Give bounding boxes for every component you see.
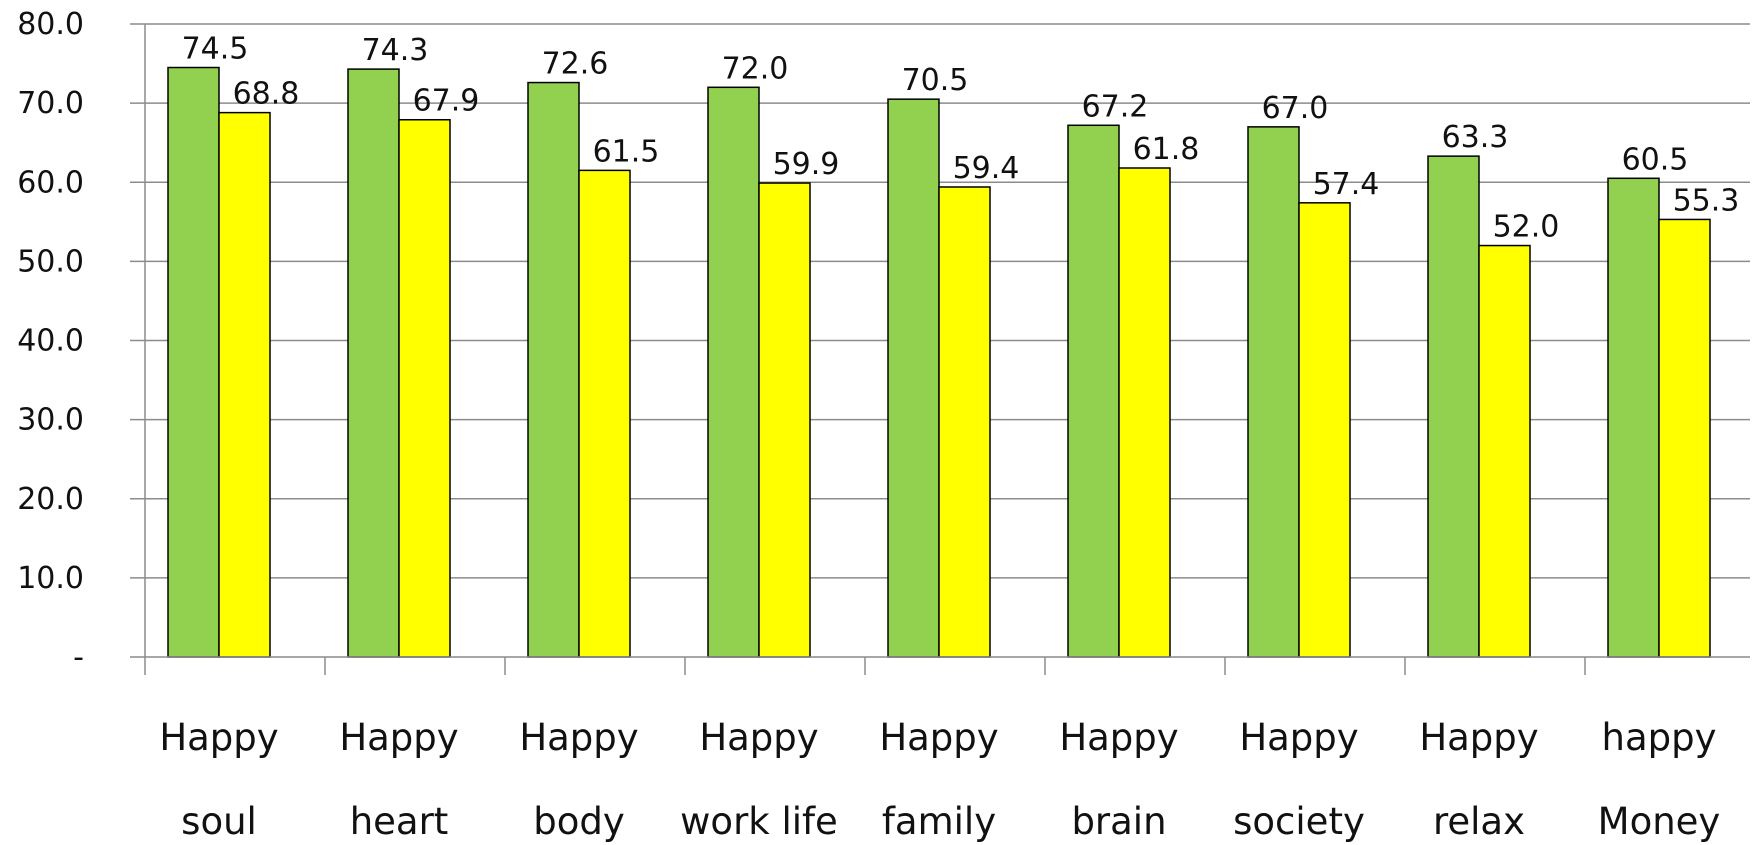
bar — [1607, 177, 1660, 658]
data-label: 67.2 — [1082, 89, 1149, 124]
bar — [398, 118, 451, 658]
y-tick-label: 80.0 — [17, 7, 84, 42]
y-tick-label: 50.0 — [17, 244, 84, 279]
bar — [167, 66, 220, 658]
data-label: 74.3 — [362, 33, 429, 68]
data-label: 61.8 — [1133, 132, 1200, 167]
data-label: 74.5 — [182, 32, 249, 67]
x-tick-label: Happy — [159, 716, 278, 759]
x-tick-label: Happy — [1059, 716, 1178, 759]
bar — [707, 86, 760, 658]
x-tick-label: happy — [1602, 716, 1717, 759]
y-tick-label: 20.0 — [17, 482, 84, 517]
data-label: 61.5 — [593, 134, 660, 169]
x-tick-label: Money — [1598, 800, 1721, 843]
x-tick-label: work life — [680, 800, 838, 843]
bar — [1118, 167, 1171, 658]
x-tick-label: society — [1233, 800, 1365, 843]
bar — [1427, 155, 1480, 658]
bar — [758, 182, 811, 658]
x-tick-label: soul — [181, 800, 257, 843]
x-tick-label: Happy — [879, 716, 998, 759]
y-tick-label: 70.0 — [17, 86, 84, 121]
axes: - 10.0 20.0 30.0 40.0 50.0 60.0 70.0 80.0 Happy so… — [17, 7, 1750, 843]
x-tick-label: Happy — [699, 716, 818, 759]
x-tick-label: Happy — [519, 716, 638, 759]
y-tick-label: 60.0 — [17, 165, 84, 200]
bar — [938, 186, 991, 658]
data-label: 68.8 — [233, 77, 300, 112]
x-tick-label: brain — [1071, 800, 1166, 843]
data-label: 59.9 — [773, 147, 840, 182]
y-tick-label: 40.0 — [17, 324, 84, 359]
data-labels: 74.5 68.8 74.3 67.9 72.6 61.5 72.0 59.9 70.5 59.4… — [182, 32, 1740, 245]
y-tick-label: 10.0 — [17, 561, 84, 596]
x-tick-label: family — [882, 800, 996, 843]
x-tick-label: Happy — [339, 716, 458, 759]
bar — [218, 111, 271, 658]
bar — [1298, 202, 1351, 658]
data-label: 59.4 — [953, 151, 1020, 186]
y-tick-label: - — [73, 640, 84, 675]
data-label: 72.0 — [722, 51, 789, 86]
data-label: 67.0 — [1262, 91, 1329, 126]
y-tick-label: 30.0 — [17, 403, 84, 438]
bars — [167, 66, 1711, 658]
x-tick-label: Happy — [1419, 716, 1538, 759]
x-tick-label: heart — [350, 800, 449, 843]
data-label: 60.5 — [1622, 142, 1689, 177]
data-label: 63.3 — [1442, 120, 1509, 155]
data-label: 70.5 — [902, 63, 969, 98]
bar — [1067, 124, 1120, 658]
data-label: 55.3 — [1673, 183, 1740, 218]
bar — [578, 169, 631, 658]
x-tick-label: relax — [1433, 800, 1525, 843]
data-label: 52.0 — [1493, 210, 1560, 245]
bar — [1658, 218, 1711, 658]
x-tick-label: Happy — [1239, 716, 1358, 759]
data-label: 57.4 — [1313, 167, 1380, 202]
bar — [1478, 244, 1531, 658]
bar — [1247, 126, 1300, 658]
bar — [887, 98, 940, 658]
bar — [527, 81, 580, 658]
bar — [347, 68, 400, 658]
x-tick-label: body — [533, 800, 625, 843]
data-label: 72.6 — [542, 47, 609, 82]
data-label: 67.9 — [413, 84, 480, 119]
